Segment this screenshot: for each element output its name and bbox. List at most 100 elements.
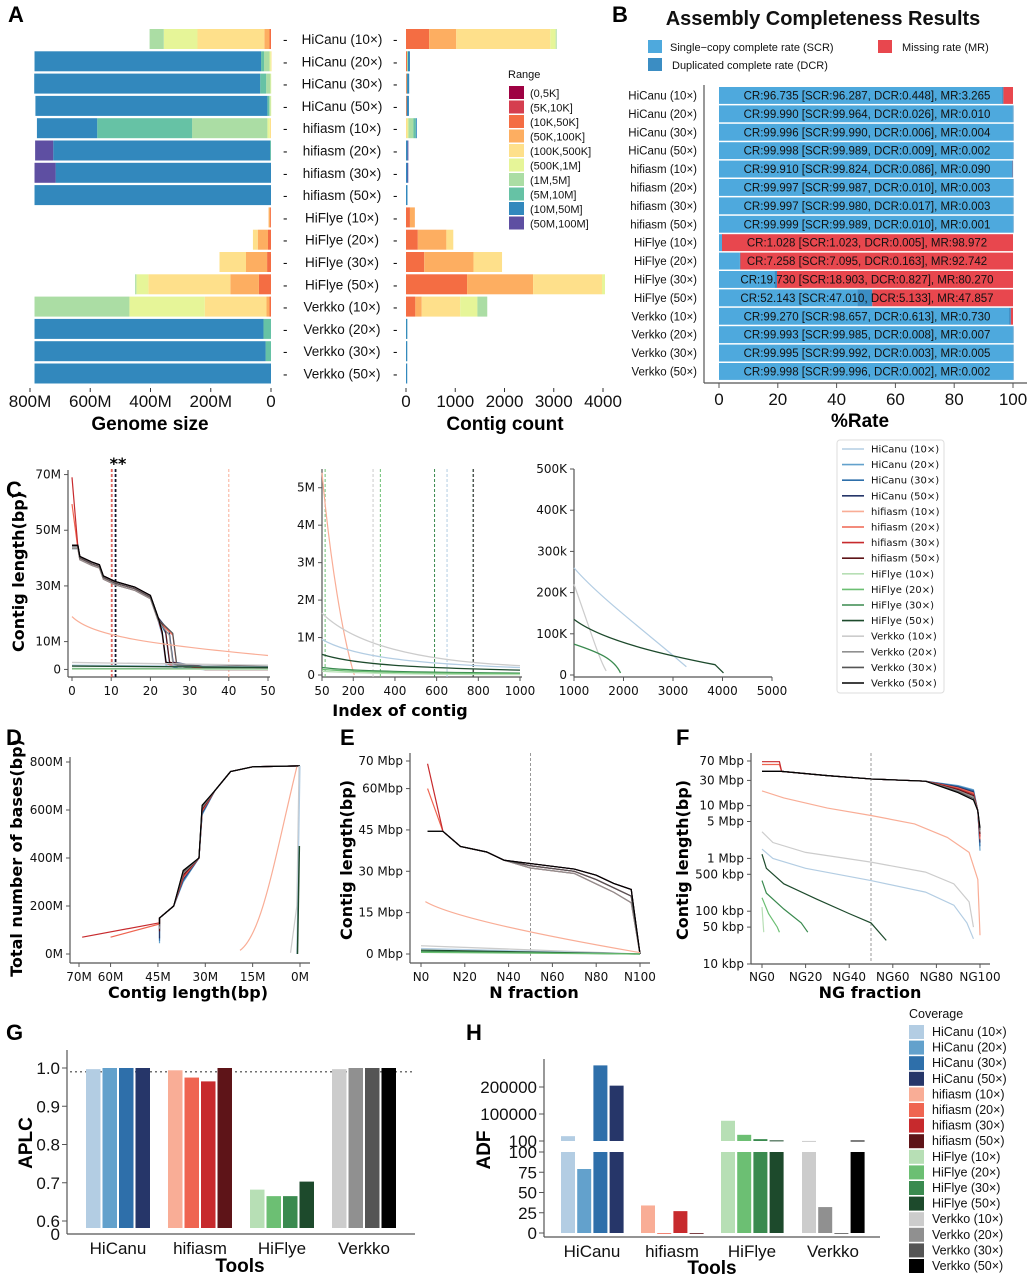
genome-bar-segment [258, 274, 271, 295]
count-bar-segment [417, 229, 447, 250]
panel-letters: A B C D E F G H [6, 2, 689, 1045]
tick-dash: - [283, 166, 288, 181]
y-tick-label: 200000 [480, 1078, 537, 1097]
aplc-bar [348, 1068, 363, 1228]
x-tick-label: HiCanu [90, 1239, 147, 1258]
tick-dash: - [283, 77, 288, 92]
ngx-curve [762, 770, 981, 828]
tick-dash: - [393, 210, 398, 225]
panel-a-sample-labels: - HiCanu (10×) -- HiCanu (20×) -- HiCanu (30×… [283, 32, 398, 382]
legend-label: Missing rate (MR) [902, 42, 989, 54]
legend-swatch [909, 1165, 924, 1180]
x-tick-label: 3000 [535, 392, 573, 411]
ngx-curve [761, 906, 765, 933]
sample-label: Verkko (10×) [631, 311, 697, 323]
count-bar-segment [407, 51, 410, 72]
legend-label: (50K,100K] [530, 132, 585, 144]
dcr-bar [1012, 105, 1014, 123]
count-bar-segment [406, 252, 425, 272]
legend-swatch [909, 1056, 924, 1071]
sample-label: hifiasm (20×) [303, 144, 381, 159]
legend-label: HiCanu (30×) [871, 476, 939, 487]
y-tick-label: 0 [307, 668, 315, 682]
x-tick-label: 0 [401, 392, 410, 411]
panel-a-legend: Range (0,5K] (5K,10K] (10K,50K] (50K,100K] (1… [508, 69, 591, 231]
legend-title: Range [508, 69, 540, 81]
genome-bar-segment [135, 274, 137, 295]
genome-bar-segment [97, 118, 193, 139]
x-tick-label: 200 [342, 684, 365, 698]
x-tick-label: 3000 [658, 684, 689, 698]
count-bar-segment [406, 29, 430, 49]
contig-length-curve [573, 618, 724, 674]
adf-bar-upper [802, 1140, 816, 1142]
aplc-bar [135, 1068, 150, 1228]
sample-label: hifiasm (10×) [303, 121, 381, 136]
legend-swatch [909, 1181, 924, 1195]
scr-bar [719, 307, 1010, 325]
count-bar-segment [446, 229, 454, 250]
legend-label: hifiasm (30×) [871, 538, 940, 549]
tick-dash: - [283, 99, 288, 114]
bar-data-label: CR:99.998 [SCR:99.996, DCR:0.002], MR:0.… [744, 367, 991, 379]
adf-bar-lower [769, 1152, 784, 1233]
count-bar-segment [429, 29, 457, 49]
legend-label: Single−copy complete rate (SCR) [670, 42, 834, 54]
tick-dash: - [283, 233, 288, 248]
legend-swatch [909, 1025, 924, 1039]
legend-swatch [509, 129, 524, 143]
legend-label: HiFlye (30×) [932, 1181, 1000, 1195]
genome-bar-segment [269, 51, 271, 72]
tick-dash: - [393, 233, 398, 248]
count-bar-segment [413, 118, 416, 139]
x-tick-label: 10 [104, 684, 119, 698]
y-tick-label: 10M [35, 635, 61, 649]
genome-bar-segment [267, 252, 271, 272]
legend-swatch [909, 1149, 924, 1164]
y-axis-title: Contig length(bp) [673, 780, 692, 940]
y-tick-label: 5M [297, 481, 315, 495]
legend-title: Coverage [909, 1007, 963, 1021]
x-tick-label: N100 [624, 970, 656, 984]
x-axis-title: N fraction [489, 983, 579, 1002]
tick-dash: - [283, 54, 288, 69]
legend-frame [836, 439, 945, 694]
bar-data-label: CR:52.143 [SCR:47.010, DCR:5.133], MR:47… [740, 293, 993, 305]
genome-bar-segment [267, 118, 270, 139]
sample-label: HiCanu (30×) [628, 127, 697, 139]
adf-bar-lower [737, 1152, 752, 1233]
genome-bar-segment [36, 118, 98, 139]
sample-label: HiFlye (10×) [305, 210, 379, 225]
x-tick-label: 50 [314, 684, 329, 698]
legend-label: (10K,50K] [530, 117, 579, 129]
count-bar-segment [407, 73, 410, 94]
scr-bar [719, 123, 1013, 141]
count-bar-segment [409, 207, 415, 228]
y-tick-label: 300k [537, 544, 567, 558]
x-tick-label: 80 [945, 390, 964, 409]
cumulative-curve [110, 765, 301, 938]
legend-label: Verkko (20×) [871, 647, 937, 658]
x-axis-title: Index of contig [332, 701, 468, 720]
sample-label: Verkko (20×) [304, 322, 381, 337]
tick-dash: - [283, 367, 288, 382]
count-bar-segment [460, 296, 478, 317]
legend-label: HiCanu (10×) [932, 1025, 1007, 1039]
scr-bar [719, 289, 858, 307]
aplc-bar [250, 1189, 265, 1228]
y-tick-label: 0 [51, 1225, 60, 1244]
tick-dash: - [393, 367, 398, 382]
x-axis-title: Tools [215, 1256, 264, 1277]
legend-label: Verkko (10×) [932, 1212, 1003, 1226]
sample-label: hifiasm (20×) [630, 183, 697, 195]
bar-data-label: CR:99.999 [SCR:99.989, DCR:0.010], MR:0.… [744, 219, 991, 231]
panel-e: 0 Mbp 15 Mbp 30 Mbp 45 Mbp 60Mbp 70 Mbp N0 N20 N… [337, 753, 656, 1002]
legend-label: (100K,500K] [530, 146, 591, 158]
nx-curve [427, 830, 641, 955]
x-tick-label: 20 [143, 684, 158, 698]
genome-bar-segment [34, 51, 262, 72]
panel-letter-C: C [6, 477, 22, 502]
adf-bar-upper [721, 1120, 735, 1141]
scr-bar [719, 197, 1013, 215]
bar-data-label: CR:1.028 [SCR:1.023, DCR:0.005], MR:98.9… [747, 238, 987, 250]
